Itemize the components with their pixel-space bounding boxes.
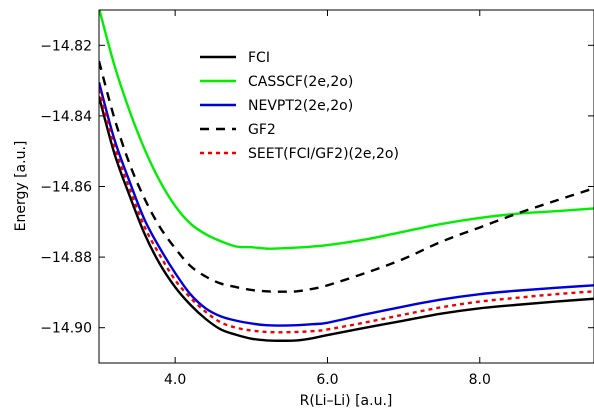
y-tick-label: −14.88 xyxy=(40,250,92,266)
y-tick-label: −14.82 xyxy=(40,38,92,54)
plot-frame xyxy=(98,9,594,364)
legend-label-gf2: GF2 xyxy=(248,122,276,138)
legend-label-fci: FCI xyxy=(248,50,270,66)
legend: FCI CASSCF(2e,2o) NEVPT2(2e,2o) GF2 SEET(FCI… xyxy=(200,50,399,162)
series-line-gf2 xyxy=(99,60,594,293)
series-line-casscf-2e-2o xyxy=(99,10,594,250)
y-tick-label: −14.90 xyxy=(40,321,92,337)
x-tick-label: 4.0 xyxy=(164,372,186,388)
y-axis-label: Energy [a.u.] xyxy=(13,141,29,232)
legend-label-seet-fci-gf2-2e-2o: SEET(FCI/GF2)(2e,2o) xyxy=(248,146,399,162)
series-line-fci xyxy=(99,96,594,342)
x-axis-label: R(Li–Li) [a.u.] xyxy=(300,393,393,409)
y-tick-label: −14.86 xyxy=(40,180,92,196)
series-line-nevpt2-2e-2o xyxy=(99,82,594,327)
legend-label-casscf-2e-2o: CASSCF(2e,2o) xyxy=(248,74,353,90)
legend-label-nevpt2-2e-2o: NEVPT2(2e,2o) xyxy=(248,98,353,114)
y-tick-label: −14.84 xyxy=(40,109,92,125)
series-line-seet-fci-gf2-2e-2o xyxy=(99,89,594,334)
x-tick-label: 8.0 xyxy=(469,372,491,388)
x-tick-label: 6.0 xyxy=(316,372,338,388)
series-lines xyxy=(99,10,594,342)
axis-ticks: 4.0 6.0 8.0 −14.82 −14.84 −14.86 −14.88 −14.90 xyxy=(40,10,594,388)
